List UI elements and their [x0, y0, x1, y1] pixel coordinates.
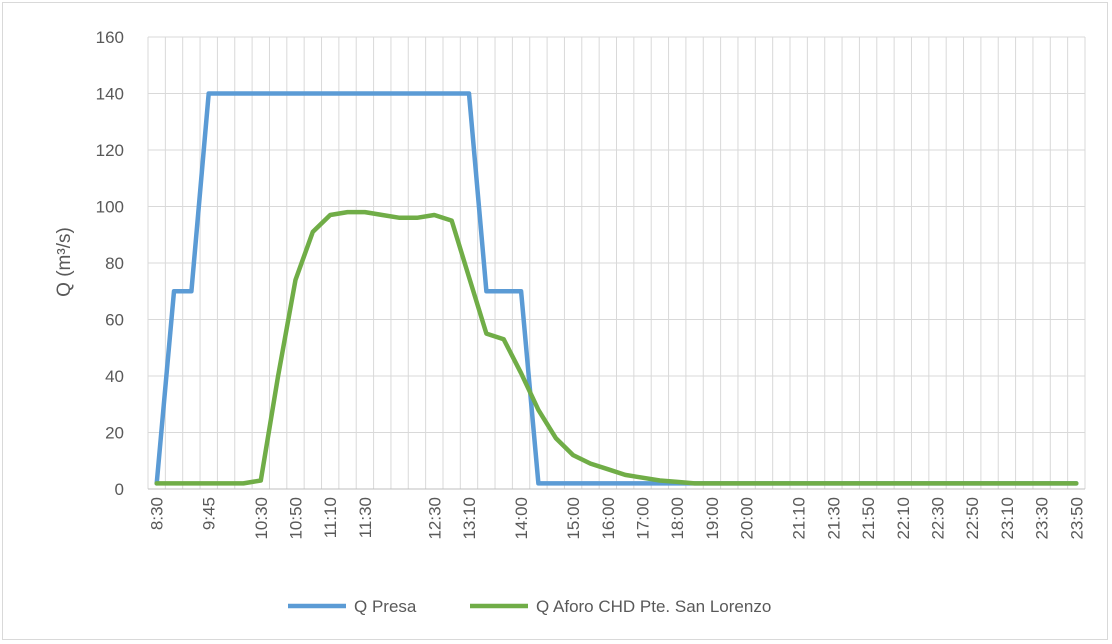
y-axis-title: Q (m³/s) — [54, 227, 75, 297]
legend-label-1: Q Presa — [354, 597, 417, 616]
x-tick-label: 10:30 — [252, 497, 271, 540]
x-tick-label: 21:10 — [790, 497, 809, 540]
x-tick-label: 20:00 — [738, 497, 757, 540]
y-tick-label: 20 — [105, 424, 124, 443]
y-tick-label: 100 — [96, 198, 124, 217]
gridlines — [147, 36, 1086, 490]
y-axis-ticks: 0 20 40 60 80 100 120 140 160 — [96, 28, 124, 499]
x-tick-label: 23:10 — [998, 497, 1017, 540]
y-tick-label: 40 — [105, 367, 124, 386]
y-tick-label: 60 — [105, 311, 124, 330]
y-tick-label: 160 — [96, 28, 124, 47]
x-tick-label: 21:30 — [824, 497, 843, 540]
x-tick-label: 23:30 — [1033, 497, 1052, 540]
x-tick-label: 22:50 — [963, 497, 982, 540]
x-tick-label: 9:45 — [200, 497, 219, 530]
x-tick-label: 14:00 — [512, 497, 531, 540]
y-tick-label: 0 — [115, 480, 124, 499]
x-tick-label: 22:10 — [894, 497, 913, 540]
y-tick-label: 80 — [105, 254, 124, 273]
legend-label-2: Q Aforo CHD Pte. San Lorenzo — [536, 597, 771, 616]
x-tick-label: 12:30 — [425, 497, 444, 540]
x-tick-label: 23:50 — [1067, 497, 1086, 540]
x-tick-label: 17:00 — [634, 497, 653, 540]
x-tick-label: 11:30 — [356, 497, 375, 538]
x-tick-label: 21:50 — [859, 497, 878, 540]
x-tick-label: 8:30 — [148, 497, 167, 530]
series-line-2 — [154, 209, 1079, 486]
x-tick-label: 19:00 — [703, 497, 722, 540]
series-lines — [154, 91, 1079, 486]
x-tick-label: 13:10 — [460, 497, 479, 540]
x-tick-label: 18:00 — [668, 497, 687, 540]
x-tick-label: 11:10 — [321, 497, 340, 538]
x-tick-label: 10:50 — [286, 497, 305, 540]
y-tick-label: 120 — [96, 141, 124, 160]
x-axis-ticks: 8:30 9:45 10:30 10:50 11:10 11:30 12:30 13:10 14… — [148, 497, 1087, 540]
x-tick-label: 16:00 — [599, 497, 618, 540]
legend: Q Presa Q Aforo CHD Pte. San Lorenzo — [288, 597, 771, 616]
x-tick-label: 15:00 — [564, 497, 583, 540]
y-tick-label: 140 — [96, 85, 124, 104]
x-tick-label: 22:30 — [929, 497, 948, 540]
